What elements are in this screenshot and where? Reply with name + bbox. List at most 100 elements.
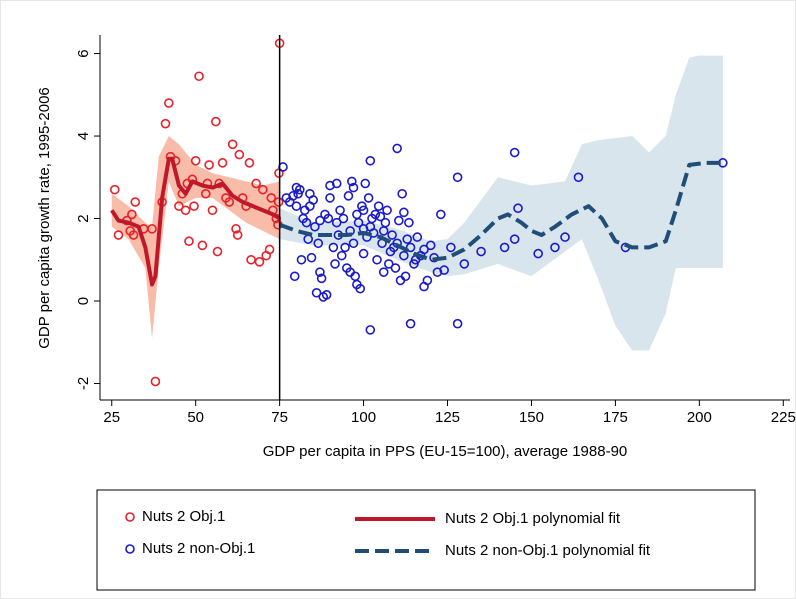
- scatter-point: [258, 184, 268, 195]
- x-tick-label: 25: [103, 409, 120, 426]
- scatter-point: [452, 318, 463, 329]
- scatter-point: [296, 254, 307, 265]
- scatter-point: [231, 224, 241, 234]
- scatter-point: [375, 211, 386, 222]
- scatter-point: [370, 209, 381, 220]
- scatter-point: [452, 172, 463, 183]
- scatter-point: [130, 197, 141, 207]
- x-tick-label: 125: [435, 409, 460, 426]
- legend-marker: [125, 512, 135, 522]
- x-tick-label: 50: [187, 409, 204, 426]
- scatter-point: [509, 147, 520, 158]
- scatter-point: [348, 238, 359, 249]
- scatter-point: [446, 242, 456, 253]
- scatter-point: [355, 283, 366, 294]
- scatter-point: [211, 116, 221, 127]
- scatter-point: [382, 205, 392, 216]
- confidence-band: [279, 55, 723, 351]
- scatter-point: [315, 215, 325, 226]
- scatter-point: [266, 193, 277, 203]
- scatter-point: [343, 191, 354, 201]
- x-tick-label: 175: [603, 409, 628, 426]
- scatter-point: [204, 160, 214, 170]
- scatter-point: [397, 188, 407, 199]
- scatter-point: [513, 203, 523, 214]
- scatter-point: [405, 318, 416, 329]
- scatter-point: [380, 217, 391, 228]
- y-tick-label: 6: [75, 49, 92, 57]
- scatter-point: [365, 155, 376, 166]
- legend-label: Nuts 2 non-Obj.1 polynomial fit: [445, 542, 651, 559]
- scatter-point: [305, 201, 315, 211]
- scatter-point: [476, 246, 486, 257]
- scatter-point: [392, 143, 402, 154]
- scatter-point: [150, 376, 161, 387]
- scatter-point: [227, 139, 238, 150]
- scatter-point: [273, 197, 284, 207]
- scatter-point: [315, 267, 325, 277]
- legend-marker: [125, 544, 135, 554]
- scatter-point: [352, 209, 362, 220]
- scatter-point: [217, 158, 228, 168]
- legend-label: Nuts 2 non-Obj.1: [142, 540, 255, 557]
- scatter-point: [459, 259, 470, 269]
- scatter-point: [347, 176, 357, 187]
- fit-line: [278, 160, 723, 262]
- scatter-point: [400, 271, 411, 282]
- scatter-point: [365, 325, 376, 335]
- scatter-point: [419, 281, 429, 292]
- scatter-point: [378, 267, 389, 277]
- x-tick-label: 150: [519, 409, 544, 426]
- scatter-point: [358, 248, 369, 259]
- scatter-point: [323, 213, 334, 224]
- scatter-point: [294, 184, 305, 195]
- scatter-point: [405, 242, 416, 253]
- scatter-point: [288, 191, 298, 201]
- scatter-point: [404, 217, 414, 228]
- scatter-point: [363, 193, 374, 203]
- scatter-point: [301, 217, 312, 228]
- scatter-point: [402, 234, 413, 244]
- x-tick-label: 225: [771, 409, 796, 426]
- scatter-point: [197, 240, 208, 251]
- scatter-point: [387, 230, 397, 240]
- scatter-point: [499, 242, 510, 253]
- scatter-point: [207, 205, 218, 216]
- scatter-point: [412, 232, 423, 242]
- scatter-point: [232, 230, 243, 240]
- scatter-point: [244, 158, 255, 168]
- scatter-point: [336, 250, 347, 261]
- scatter-point: [174, 201, 184, 211]
- scatter-point: [373, 201, 384, 211]
- scatter-point: [109, 184, 120, 195]
- scatter-point: [189, 201, 199, 211]
- y-tick-label: -2: [75, 377, 92, 390]
- y-tick-label: 2: [75, 214, 92, 222]
- scatter-point: [212, 246, 223, 257]
- scatter-point: [331, 178, 342, 189]
- scatter-point: [224, 197, 235, 207]
- scatter-point: [190, 155, 201, 166]
- y-tick-label: 0: [75, 297, 92, 305]
- scatter-point: [234, 149, 245, 160]
- scatter-point: [348, 182, 359, 193]
- scatter-point: [335, 205, 345, 216]
- scatter-point: [340, 242, 350, 253]
- scatter-point: [399, 250, 409, 261]
- x-axis-title: GDP per capita in PPS (EU-15=100), avera…: [263, 443, 628, 460]
- scatter-point: [330, 259, 340, 269]
- scatter-point: [264, 244, 275, 255]
- scatter-point: [313, 238, 324, 249]
- scatter-point: [419, 244, 429, 255]
- scatter-point: [560, 232, 570, 242]
- x-tick-label: 75: [271, 409, 288, 426]
- scatter-point: [316, 273, 327, 284]
- scatter-point: [331, 217, 342, 228]
- scatter-point: [358, 205, 369, 216]
- legend-box: [96, 489, 756, 591]
- y-axis-title: GDP per capita growth rate, 1995-2006: [36, 87, 53, 349]
- scatter-point: [254, 257, 265, 267]
- scatter-point: [194, 71, 204, 82]
- scatter-point: [310, 221, 320, 232]
